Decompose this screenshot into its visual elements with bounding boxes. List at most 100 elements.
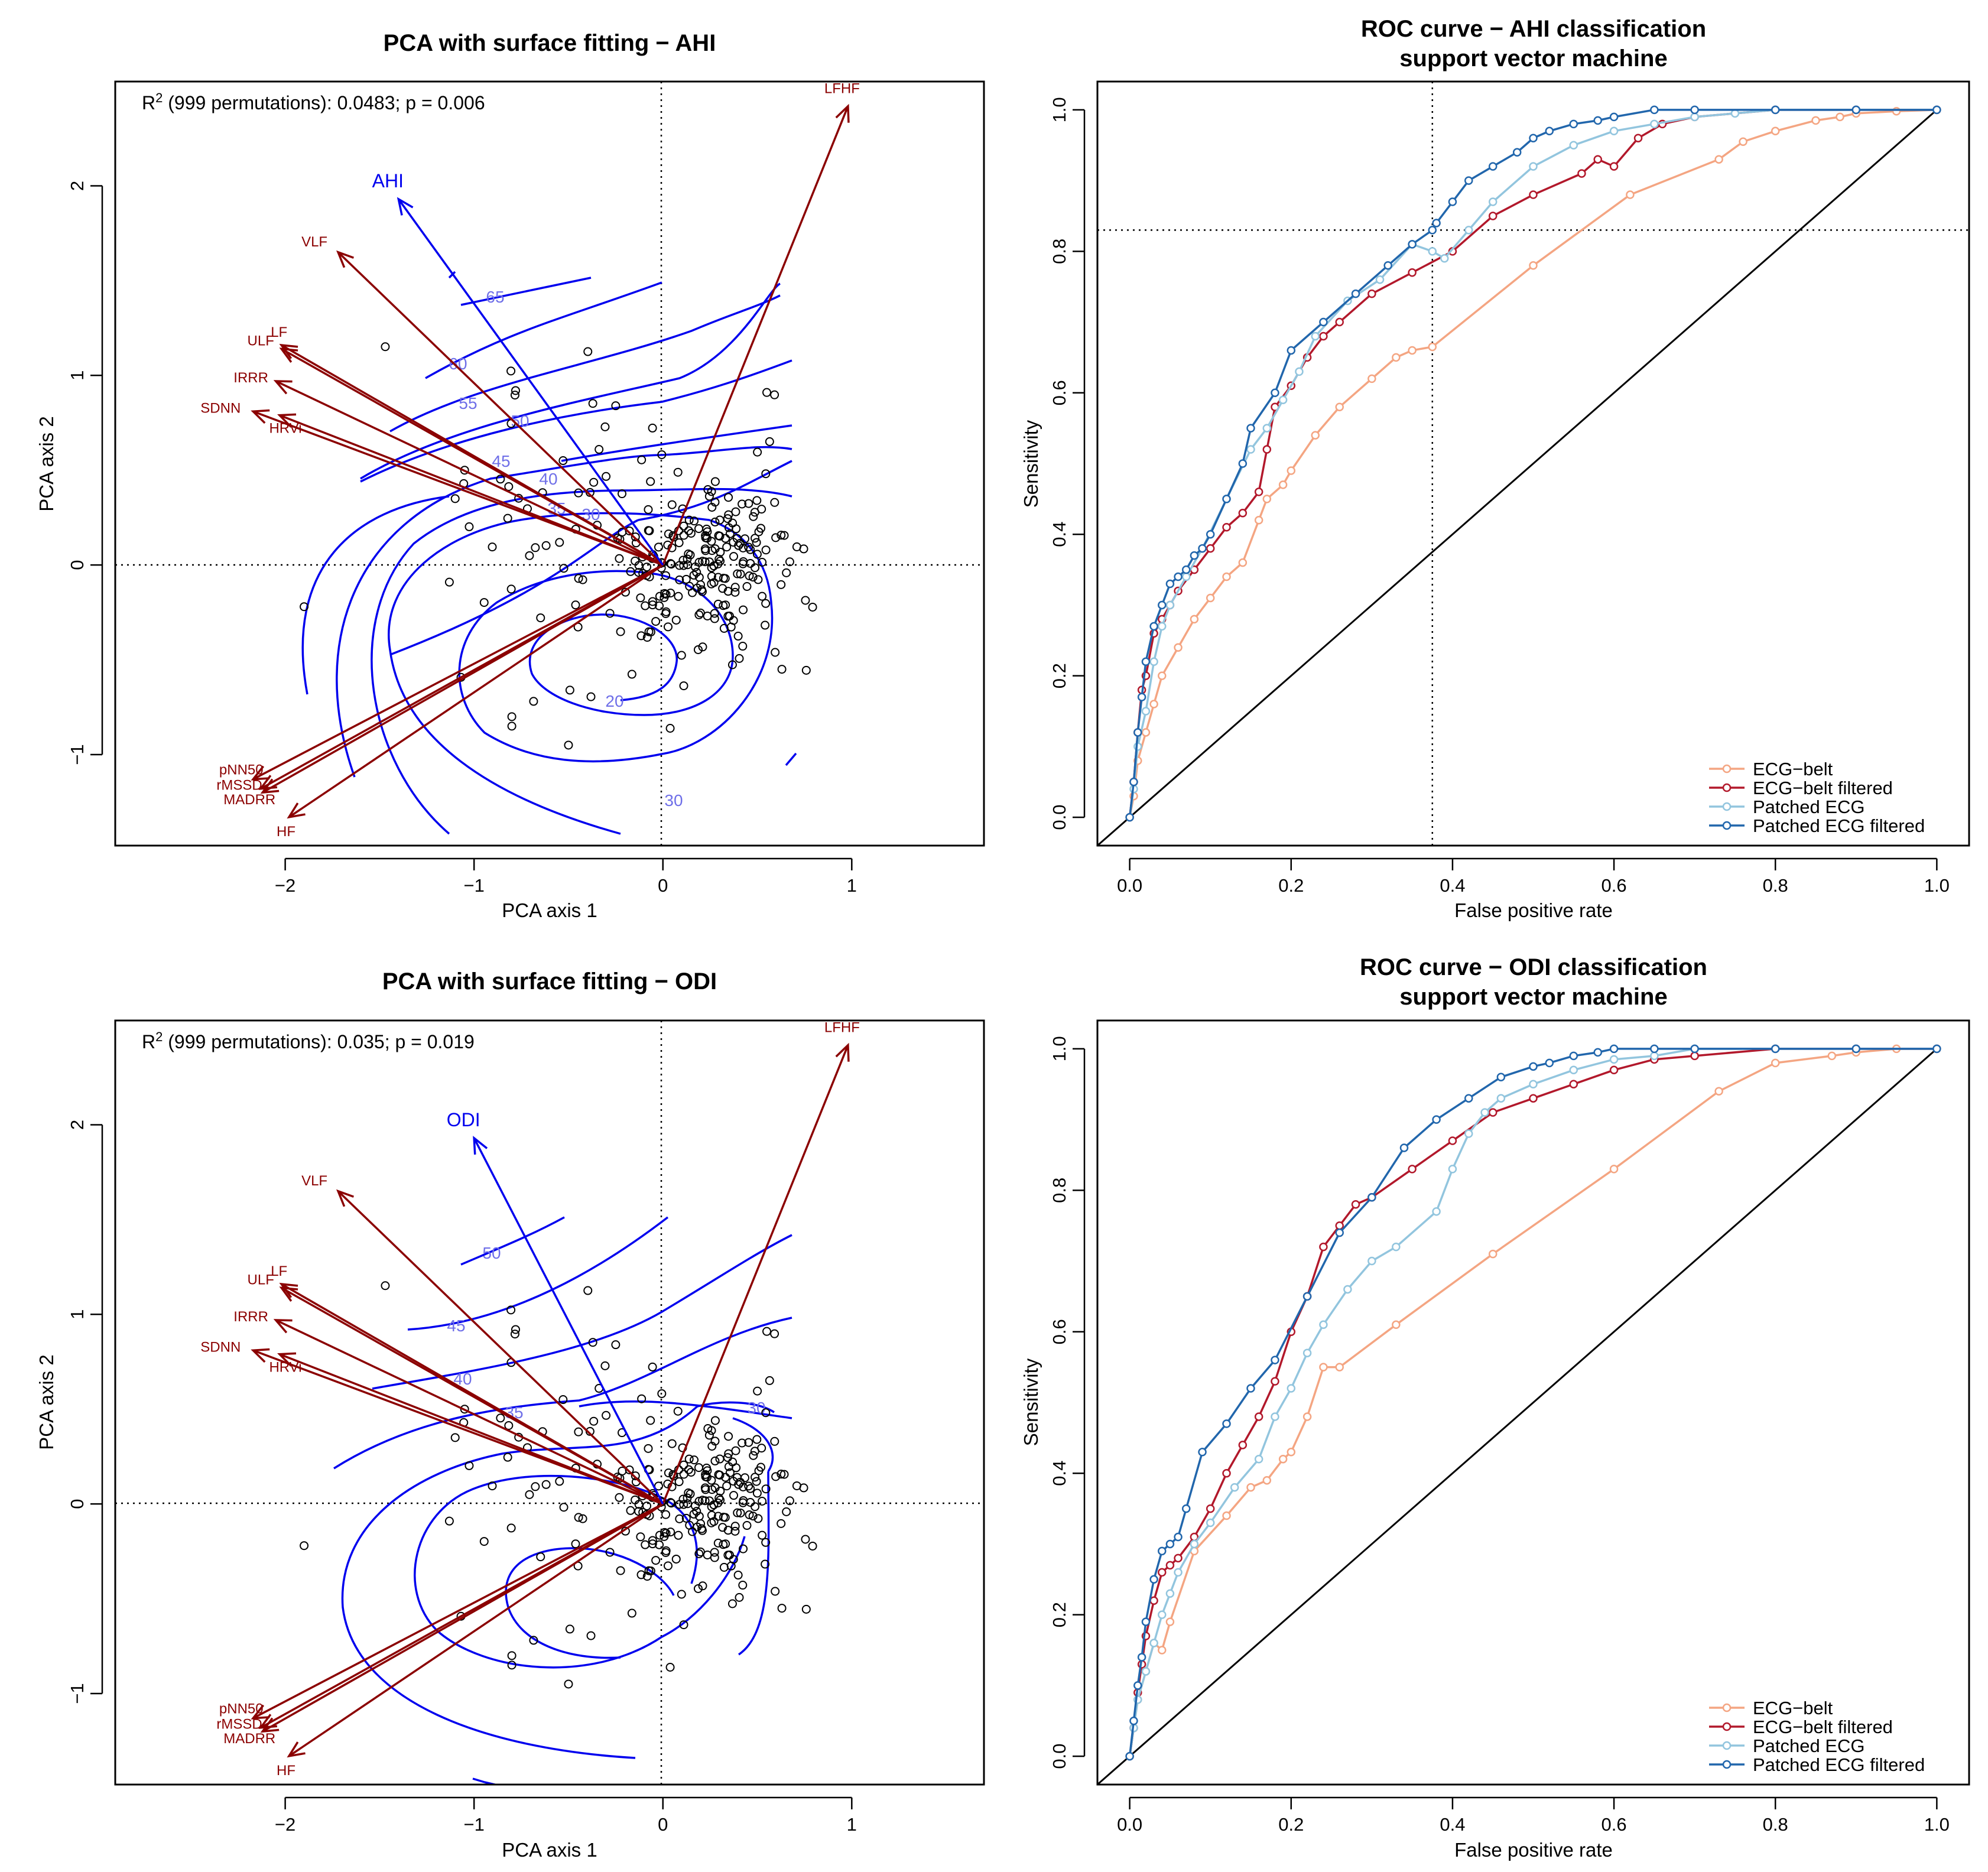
roc-point xyxy=(1262,495,1272,503)
sample-point xyxy=(722,542,732,552)
loading-arrow xyxy=(279,414,664,566)
y-axis-ticks: −1 0 1 2 xyxy=(67,181,103,765)
roc-point xyxy=(1448,1136,1457,1145)
y-tick-label: 1 xyxy=(67,1309,87,1320)
sample-point xyxy=(693,583,702,593)
roc-point xyxy=(1496,1072,1506,1082)
sample-point xyxy=(756,524,766,533)
sample-point xyxy=(715,531,725,541)
sample-point xyxy=(752,1488,762,1498)
sample-point xyxy=(588,399,597,408)
roc-point xyxy=(1149,1575,1158,1584)
sample-point xyxy=(749,512,758,521)
contour-line xyxy=(458,570,734,763)
roc-point xyxy=(1529,190,1538,199)
sample-point xyxy=(611,401,621,411)
roc-point xyxy=(1343,1285,1352,1294)
sample-point xyxy=(506,366,516,376)
roc-point xyxy=(1488,162,1498,171)
plot-frame xyxy=(1096,80,1970,847)
sample-point xyxy=(479,1537,489,1546)
roc-point xyxy=(1367,1256,1376,1266)
roc-point xyxy=(1408,346,1417,355)
contour-label: 65 xyxy=(486,288,504,306)
sample-point xyxy=(752,550,762,559)
y-tick-label: 0.2 xyxy=(1049,1602,1070,1627)
sample-point xyxy=(723,587,733,596)
y-tick-label: 1 xyxy=(67,370,87,381)
loading-arrow xyxy=(279,1353,664,1505)
sample-point xyxy=(636,1570,646,1580)
roc-point xyxy=(1529,1080,1538,1088)
sample-point xyxy=(531,1482,540,1491)
sample-point xyxy=(667,1439,677,1448)
sample-point xyxy=(777,1604,787,1613)
roc-point xyxy=(1432,219,1441,228)
chart-subtitle: support vector machine xyxy=(1399,984,1667,1010)
sample-point xyxy=(808,602,817,612)
legend-marker xyxy=(1722,821,1732,830)
loading-arrow-head xyxy=(277,1352,297,1367)
loading-arrow-head xyxy=(251,765,270,781)
loading-arrow xyxy=(662,1045,849,1504)
sample-point xyxy=(686,1489,695,1499)
sample-point xyxy=(666,589,675,598)
sample-point xyxy=(665,724,675,733)
contour-label: 40 xyxy=(539,470,557,488)
roc-point xyxy=(1262,445,1272,454)
sample-point xyxy=(507,722,517,731)
envfit-arrow xyxy=(473,1138,664,1504)
roc-point xyxy=(1836,112,1844,122)
sample-point xyxy=(679,1470,688,1479)
sample-point xyxy=(724,510,733,519)
roc-point xyxy=(1448,1165,1457,1174)
loading-label: IRRR xyxy=(233,1309,268,1325)
sample-point xyxy=(748,1512,758,1521)
roc-point xyxy=(1408,268,1417,277)
y-tick-label: 2 xyxy=(67,181,87,191)
x-tick-label: 0.6 xyxy=(1602,1814,1627,1835)
sample-point xyxy=(704,1431,714,1440)
roc-point xyxy=(1278,1455,1288,1464)
roc-point xyxy=(1464,226,1473,235)
sample-point xyxy=(742,582,752,592)
sample-point xyxy=(707,1502,716,1512)
sample-point xyxy=(648,1362,657,1372)
sample-point xyxy=(541,541,551,550)
roc-point xyxy=(1158,1568,1167,1577)
r2-annotation: R2 (999 permutations): 0.035; p = 0.019 xyxy=(142,1029,475,1052)
roc-point xyxy=(1593,155,1603,164)
roc-point xyxy=(1165,1561,1175,1570)
sample-point xyxy=(681,574,691,584)
loading-arrow xyxy=(337,1190,664,1505)
sample-point xyxy=(727,660,737,670)
x-tick-label: −2 xyxy=(275,1814,295,1835)
roc-point xyxy=(1375,275,1385,284)
sample-point xyxy=(728,1457,738,1467)
roc-point xyxy=(1577,169,1586,178)
sample-point xyxy=(785,557,794,567)
sample-point xyxy=(674,1530,683,1540)
roc-point xyxy=(1206,529,1215,539)
contour-line xyxy=(460,277,592,306)
sample-point xyxy=(679,681,688,691)
sample-point xyxy=(558,1395,568,1405)
contour-line xyxy=(389,294,781,433)
sample-point xyxy=(510,391,519,400)
contour-line xyxy=(333,1317,792,1470)
sample-point xyxy=(636,593,645,603)
legend-marker xyxy=(1722,783,1732,792)
sample-point xyxy=(749,1451,758,1460)
roc-series xyxy=(1125,1044,1941,1761)
sample-point xyxy=(578,1514,587,1523)
x-tick-label: 1.0 xyxy=(1924,875,1950,896)
roc-point xyxy=(1230,1483,1239,1492)
loading-arrow-head xyxy=(279,1282,298,1298)
sample-point xyxy=(799,544,808,554)
sample-point xyxy=(801,1604,811,1614)
roc-point xyxy=(1141,707,1151,716)
roc-point xyxy=(1222,1511,1231,1520)
sample-point xyxy=(677,651,686,660)
